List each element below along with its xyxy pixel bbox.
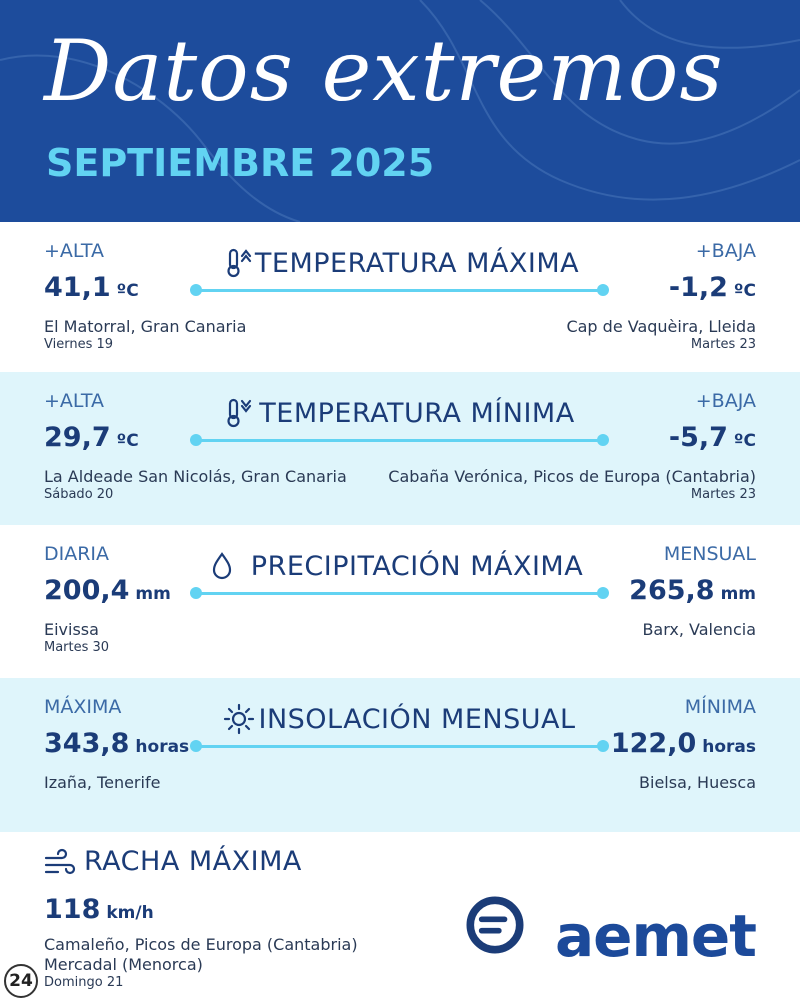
section-title: INSOLACIÓN MENSUAL — [258, 704, 576, 735]
connector-dot — [597, 434, 609, 446]
stat-label: +BAJA — [695, 390, 756, 412]
section-icon-svg — [212, 552, 232, 580]
stat-unit: horas — [135, 737, 190, 757]
header-waves — [0, 0, 800, 222]
stat-unit: ºC — [116, 281, 139, 301]
stat-place: Cap de Vaquèira, Lleida — [566, 317, 756, 336]
logo-icon — [463, 893, 528, 958]
stat-unit: ºC — [116, 431, 139, 451]
stat-place: Izaña, Tenerife — [44, 773, 161, 792]
section: INSOLACIÓN MENSUAL MÁXIMA 343,8 horas Izaña,… — [0, 678, 800, 832]
section-icon-svg — [224, 703, 255, 735]
stat-date: Domingo 21 — [44, 975, 124, 990]
section: TEMPERATURA MÍNIMA +ALTA 29,7 ºC La Aldeade … — [0, 372, 800, 525]
title: Datos extremos — [44, 22, 724, 120]
stat-number: 265,8 — [629, 575, 715, 606]
connector-dot — [190, 284, 202, 296]
stat-label: +BAJA — [695, 240, 756, 262]
stat-number: 200,4 — [44, 575, 130, 606]
header: Datos extremos SEPTIEMBRE 2025 — [0, 0, 800, 222]
section-title: TEMPERATURA MÍNIMA — [259, 398, 575, 429]
section-title: TEMPERATURA MÁXIMA — [254, 248, 580, 279]
section-icon — [222, 702, 256, 736]
stat-number: -5,7 — [668, 422, 728, 453]
stat-value: 41,1 ºC — [44, 272, 139, 303]
stat-value: 343,8 horas — [44, 728, 189, 759]
stat-date: Viernes 19 — [44, 337, 114, 352]
stat-unit: horas — [702, 737, 756, 757]
stat-unit: km/h — [106, 903, 154, 923]
stat-value: -5,7 ºC — [669, 422, 756, 453]
stat-value: 118 km/h — [44, 894, 154, 925]
logo: aemet — [555, 902, 757, 970]
section: PRECIPITACIÓN MÁXIMA DIARIA 200,4 mm Eivissa… — [0, 525, 800, 678]
badge: 24 — [4, 964, 38, 998]
stat-value: 265,8 mm — [629, 575, 756, 606]
stat-number: 343,8 — [44, 728, 130, 759]
stat-label: MÁXIMA — [44, 696, 122, 718]
stat-unit: mm — [135, 584, 171, 604]
section-icon — [42, 848, 76, 882]
connector-dot — [190, 434, 202, 446]
section-icon — [205, 549, 239, 583]
section-icon-svg — [227, 248, 252, 278]
stat-value: 29,7 ºC — [44, 422, 139, 453]
connector-dot — [597, 587, 609, 599]
stat-value: -1,2 ºC — [669, 272, 756, 303]
stat-label: DIARIA — [44, 543, 110, 565]
stat-number: 122,0 — [610, 728, 697, 759]
stat-unit: ºC — [733, 431, 756, 451]
connector-dot — [597, 284, 609, 296]
stat-label: +ALTA — [44, 390, 105, 412]
section: TEMPERATURA MÁXIMA +ALTA 41,1 ºC El Matorral… — [0, 222, 800, 372]
logo-icon-svg — [466, 896, 524, 954]
stat-unit: ºC — [733, 281, 756, 301]
stat-place: Eivissa — [44, 620, 99, 639]
stat-date: Sábado 20 — [44, 487, 114, 502]
connector — [196, 289, 604, 292]
subtitle: SEPTIEMBRE 2025 — [46, 141, 435, 185]
section-icon — [222, 246, 256, 280]
stat-place: Cabaña Verónica, Picos de Europa (Cantab… — [388, 467, 756, 486]
connector — [196, 439, 604, 442]
connector — [196, 745, 604, 748]
stat-value: 200,4 mm — [44, 575, 171, 606]
section-title: PRECIPITACIÓN MÁXIMA — [250, 551, 584, 582]
stat-place: Barx, Valencia — [642, 620, 756, 639]
stat-place: Mercadal (Menorca) — [44, 955, 203, 974]
stat-label: MÍNIMA — [684, 696, 756, 718]
section-title: RACHA MÁXIMA — [84, 846, 302, 877]
stat-place: Bielsa, Huesca — [639, 773, 756, 792]
stat-value: 122,0 horas — [611, 728, 756, 759]
connector-dot — [190, 740, 202, 752]
stat-place: La Aldeade San Nicolás, Gran Canaria — [44, 467, 347, 486]
stat-place: El Matorral, Gran Canaria — [44, 317, 247, 336]
stat-unit: mm — [720, 584, 756, 604]
connector-dot — [597, 740, 609, 752]
stat-label: MENSUAL — [663, 543, 756, 565]
stat-number: 41,1 — [44, 272, 111, 303]
stat-date: Martes 23 — [690, 337, 756, 352]
stat-label: +ALTA — [44, 240, 105, 262]
stat-date: Martes 30 — [44, 640, 110, 655]
stat-number: 118 — [44, 894, 101, 925]
stat-date: Martes 23 — [690, 487, 756, 502]
stat-number: 29,7 — [44, 422, 111, 453]
stat-number: -1,2 — [668, 272, 728, 303]
connector — [196, 592, 604, 595]
section-icon-svg — [227, 398, 252, 428]
section: RACHA MÁXIMA 118 km/h Camaleño, Picos de Eu… — [0, 832, 800, 1000]
section-icon-svg — [44, 848, 76, 875]
section-icon — [222, 396, 256, 430]
stat-place: Camaleño, Picos de Europa (Cantabria) — [44, 935, 358, 954]
connector-dot — [190, 587, 202, 599]
